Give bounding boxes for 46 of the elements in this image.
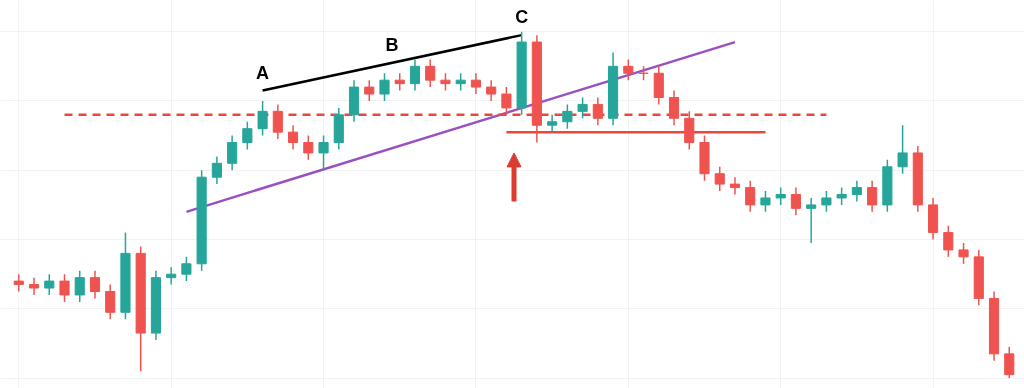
candlestick (59, 273, 70, 303)
candlestick (943, 224, 954, 258)
candlestick (547, 114, 558, 133)
candlestick (851, 179, 862, 203)
candlestick (181, 256, 192, 282)
candlestick (592, 96, 603, 126)
candlestick (89, 269, 101, 300)
candlestick (74, 269, 85, 303)
candlestick (425, 58, 436, 88)
candlestick (409, 58, 421, 92)
text: C (515, 7, 529, 28)
candlestick (729, 176, 741, 196)
candlestick (288, 124, 299, 151)
candlestick (227, 134, 238, 171)
candlestick (897, 124, 908, 175)
candlestick (257, 100, 268, 137)
candlestick (318, 134, 329, 171)
candlestick (760, 190, 771, 213)
candlestick (242, 121, 253, 151)
candlestick (13, 273, 24, 293)
candlestick (562, 103, 573, 130)
candlestick (211, 155, 222, 185)
candlestick (470, 72, 481, 95)
candlestick (166, 266, 177, 286)
annotation: A (256, 62, 270, 83)
candlestick (379, 72, 390, 102)
candlestick (821, 190, 832, 213)
candlestick (501, 86, 512, 116)
candlestick (105, 283, 116, 320)
candlestick (486, 79, 497, 102)
candlestick (867, 179, 878, 213)
candlestick (272, 103, 283, 140)
candlestick (714, 166, 725, 192)
candlestick (806, 197, 817, 244)
candlestick (364, 79, 375, 102)
candlestick (44, 273, 55, 296)
candlestick (668, 89, 680, 126)
candlestick (1004, 346, 1015, 379)
candlestick (745, 179, 756, 213)
candlestick (958, 242, 969, 265)
candlestick (790, 186, 801, 217)
candlestick (623, 58, 634, 81)
candlestick (303, 134, 314, 161)
annotation: B (385, 34, 399, 55)
candlestick (577, 96, 588, 120)
candlestick (28, 276, 40, 296)
